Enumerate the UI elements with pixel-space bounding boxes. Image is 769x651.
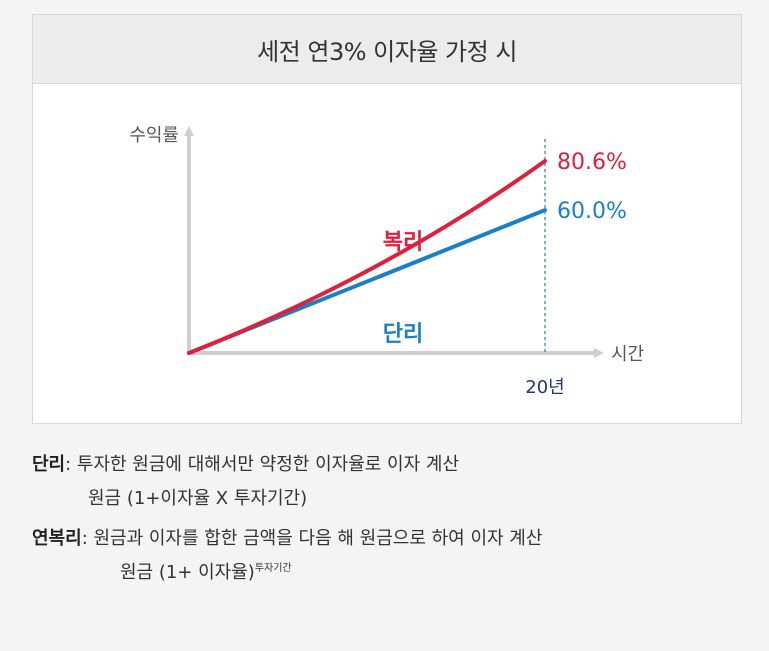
definitions: 단리: 투자한 원금에 대해서만 약정한 이자율로 이자 계산 원금 (1+이자… xyxy=(32,448,752,590)
note-simple-key: 단리 xyxy=(32,454,66,475)
note-compound-text: : 원금과 이자를 합한 금액을 다음 해 원금으로 하여 이자 계산 xyxy=(81,528,543,549)
note-compound-formula: 원금 (1+ 이자율)투자기간 xyxy=(32,556,752,590)
note-compound-formula-exponent: 투자기간 xyxy=(254,563,292,574)
note-simple-desc: 단리: 투자한 원금에 대해서만 약정한 이자율로 이자 계산 xyxy=(32,448,752,482)
series-label-compound: 복리 xyxy=(383,230,423,255)
series-label-simple: 단리 xyxy=(383,322,423,347)
chart-card: 세전 연3% 이자율 가정 시 수익률 시간 20년 80.6% 60.0% 복… xyxy=(32,14,742,424)
x-tick-label: 20년 xyxy=(525,377,564,398)
y-axis-label: 수익률 xyxy=(129,125,179,146)
data-label-simple-end: 60.0% xyxy=(557,199,627,224)
note-compound-key: 연복리 xyxy=(32,528,82,549)
note-simple-text: : 투자한 원금에 대해서만 약정한 이자율로 이자 계산 xyxy=(65,454,459,475)
chart-title: 세전 연3% 이자율 가정 시 xyxy=(33,15,741,84)
note-compound-formula-base: 원금 (1+ 이자율) xyxy=(120,562,255,583)
note-simple-formula: 원금 (1+이자율 X 투자기간) xyxy=(88,488,308,509)
chart-svg: 수익률 시간 20년 80.6% 60.0% 복리 단리 xyxy=(129,125,644,398)
x-axis-label: 시간 xyxy=(611,344,644,365)
series-line-compound xyxy=(187,158,547,355)
note-compound-desc: 연복리: 원금과 이자를 합한 금액을 다음 해 원금으로 하여 이자 계산 xyxy=(32,522,752,556)
data-label-compound-end: 80.6% xyxy=(557,150,627,175)
